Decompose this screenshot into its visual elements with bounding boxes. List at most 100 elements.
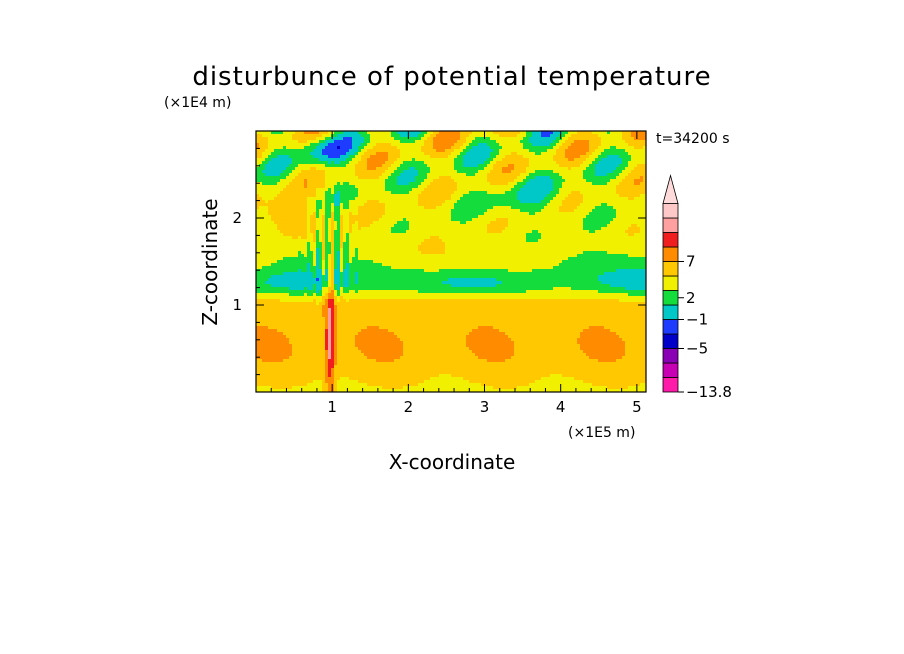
colorbar-swatch — [662, 348, 679, 364]
contour-cell — [559, 206, 578, 210]
contour-cell — [358, 152, 365, 156]
contour-cell — [334, 275, 341, 279]
contour-cell — [334, 281, 341, 285]
contour-cell — [616, 332, 646, 336]
contour-cell — [325, 233, 329, 237]
contour-cell — [523, 146, 554, 150]
contour-cell — [454, 164, 464, 168]
contour-cell — [316, 287, 323, 291]
contour-cell — [319, 257, 323, 261]
colorbar: 72−1−5−13.8 — [662, 173, 732, 401]
contour-cell — [283, 257, 314, 261]
contour-cell — [502, 146, 524, 150]
contour-cell — [346, 233, 350, 237]
contour-cell — [520, 209, 542, 213]
contour-cell — [400, 155, 431, 159]
contour-cell — [337, 308, 646, 312]
contour-cell — [334, 224, 338, 228]
contour-cell — [337, 341, 356, 345]
contour-cell — [385, 182, 398, 186]
contour-cell — [430, 155, 449, 159]
contour-cell — [394, 332, 470, 336]
contour-cell — [256, 224, 278, 228]
contour-cell — [307, 197, 326, 201]
colorbar-label: −13.8 — [686, 383, 732, 401]
contour-cell — [442, 239, 527, 243]
contour-cell — [337, 257, 341, 261]
contour-cell — [256, 353, 293, 357]
contour-cell — [571, 191, 581, 195]
contour-cell — [313, 257, 317, 261]
contour-cell — [334, 230, 341, 234]
contour-cell — [364, 140, 371, 144]
contour-cell — [460, 197, 518, 201]
contour-cell — [421, 131, 428, 135]
contour-cell — [325, 194, 335, 198]
contour-cell — [256, 209, 269, 213]
contour-cell — [394, 359, 488, 363]
contour-cell — [475, 173, 488, 177]
contour-cell — [286, 167, 296, 171]
contour-cell — [334, 221, 338, 225]
contour-cell — [385, 179, 398, 183]
contour-cell — [316, 230, 320, 234]
contour-cell — [325, 215, 332, 219]
contour-cell — [487, 164, 494, 168]
contour-cell — [340, 203, 344, 207]
contour-cell — [340, 146, 353, 150]
contour-cell — [355, 275, 359, 279]
contour-cell — [319, 278, 323, 282]
contour-cell — [331, 314, 335, 318]
contour-cell — [334, 215, 341, 219]
contour-cell — [358, 161, 368, 165]
contour-cell — [499, 149, 530, 153]
colorbar-swatch — [662, 232, 679, 248]
contour-cell — [313, 299, 317, 303]
contour-cell — [358, 254, 578, 258]
contour-cell — [349, 218, 380, 222]
contour-cell — [331, 224, 335, 228]
contour-cell — [601, 227, 629, 231]
contour-cell — [334, 350, 338, 354]
colorbar-label: −1 — [686, 311, 708, 329]
contour-cell — [337, 305, 646, 309]
contour-cell — [457, 185, 515, 189]
contour-cell — [331, 221, 335, 225]
contour-cell — [334, 302, 646, 306]
contour-cell — [325, 266, 329, 270]
contour-cell — [643, 179, 646, 183]
contour-cell — [316, 272, 323, 276]
contour-cell — [625, 176, 641, 180]
contour-cell — [424, 179, 434, 183]
contour-cell — [634, 137, 646, 141]
contour-cell — [343, 287, 554, 291]
contour-cell — [286, 185, 305, 189]
contour-cell — [358, 272, 605, 276]
contour-cell — [556, 152, 566, 156]
contour-cell — [514, 344, 581, 348]
contour-cell — [256, 167, 266, 171]
contour-cell — [532, 134, 542, 138]
contour-cell — [589, 143, 602, 147]
contour-cell — [313, 212, 317, 216]
contour-cell — [313, 260, 317, 264]
contour-cell — [343, 290, 350, 294]
contour-cell — [268, 143, 311, 147]
contour-cell — [334, 266, 338, 270]
contour-cell — [340, 209, 359, 213]
contour-cell — [583, 350, 626, 354]
contour-cell — [325, 203, 332, 207]
contour-cell — [340, 197, 356, 201]
contour-cell — [346, 158, 353, 162]
contour-cell — [319, 263, 323, 267]
contour-cell — [598, 359, 617, 363]
contour-cell — [331, 332, 335, 336]
contour-cell — [355, 281, 359, 285]
contour-cell — [283, 131, 296, 135]
contour-cell — [325, 170, 356, 174]
contour-cell — [322, 308, 329, 312]
contour-cell — [580, 203, 602, 207]
contour-cell — [397, 146, 422, 150]
contour-cell — [322, 284, 329, 288]
contour-cell — [343, 233, 347, 237]
